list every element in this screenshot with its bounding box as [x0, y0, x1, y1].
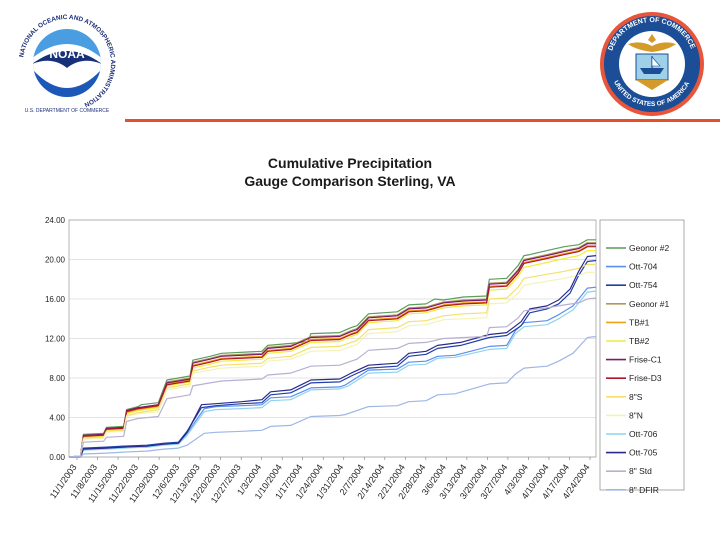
series-line-10	[69, 290, 597, 458]
y-axis: 0.00 4.00 8.00 12.00 16.00 20.00 24.00	[45, 216, 66, 462]
legend-label: Ott-705	[629, 448, 658, 458]
noaa-logo: NATIONAL OCEANIC AND ATMOSPHERIC ADMINIS…	[15, 11, 119, 115]
legend-entries: Geonor #2 Ott-704 Ott-754 Geonor #1 TB#1 TB#2…	[606, 243, 669, 495]
chart-title: Cumulative Precipitation	[267, 155, 433, 171]
series-line-0	[68, 239, 596, 458]
doc-seal: DEPARTMENT OF COMMERCE UNITED STATES OF …	[600, 12, 704, 116]
eagle-icon	[628, 34, 676, 52]
series-line-6	[68, 243, 596, 458]
y-tick-label: 20.00	[45, 256, 66, 265]
legend-label: 8" Std	[629, 466, 652, 476]
series-line-5	[68, 249, 596, 458]
legend	[599, 219, 685, 491]
chart-subtitle: Gauge Comparison Sterling, VA	[244, 173, 456, 189]
shield-ship-icon	[635, 53, 669, 90]
header: NATIONAL OCEANIC AND ATMOSPHERIC ADMINIS…	[0, 0, 720, 125]
series-line-8	[68, 263, 596, 458]
series-line-12	[68, 297, 597, 458]
plot-area	[68, 219, 597, 458]
x-axis: 11/1/200311/8/200311/15/200311/22/200311…	[48, 457, 592, 505]
legend-label: 8" DFIR	[629, 485, 659, 495]
y-tick-label: 24.00	[45, 216, 66, 225]
legend-label: Frise-D3	[629, 373, 662, 383]
precipitation-chart: 0.00 4.00 8.00 12.00 16.00 20.00 24.00 11/1/20…	[45, 216, 685, 505]
series-line-9	[68, 271, 596, 458]
y-tick-label: 8.00	[49, 374, 65, 383]
noaa-bottom-text: U.S. DEPARTMENT OF COMMERCE	[25, 108, 110, 114]
y-tick-label: 4.00	[49, 414, 65, 423]
legend-label: Ott-704	[629, 262, 658, 272]
noaa-center-text: NOAA	[49, 47, 85, 61]
legend-label: Frise-C1	[629, 355, 662, 365]
y-tick-label: 16.00	[45, 295, 66, 304]
noaa-bird-icon	[33, 44, 101, 97]
series-line-1	[69, 286, 597, 458]
series-lines	[68, 239, 597, 458]
legend-label: 8"S	[629, 392, 643, 402]
y-tick-label: 0.00	[49, 453, 65, 462]
series-line-11	[69, 255, 597, 458]
series-line-7	[68, 246, 596, 458]
legend-label: Geonor #1	[629, 299, 669, 309]
series-line-13	[69, 335, 597, 458]
series-line-4	[68, 245, 596, 458]
header-rule	[125, 119, 720, 122]
legend-label: Ott-754	[629, 280, 658, 290]
y-tick-label: 12.00	[45, 335, 66, 344]
legend-label: TB#1	[629, 317, 650, 327]
legend-label: 8"N	[629, 410, 643, 420]
series-line-2	[69, 259, 597, 458]
legend-label: Geonor #2	[629, 243, 669, 253]
legend-label: Ott-706	[629, 429, 658, 439]
legend-label: TB#2	[629, 336, 650, 346]
